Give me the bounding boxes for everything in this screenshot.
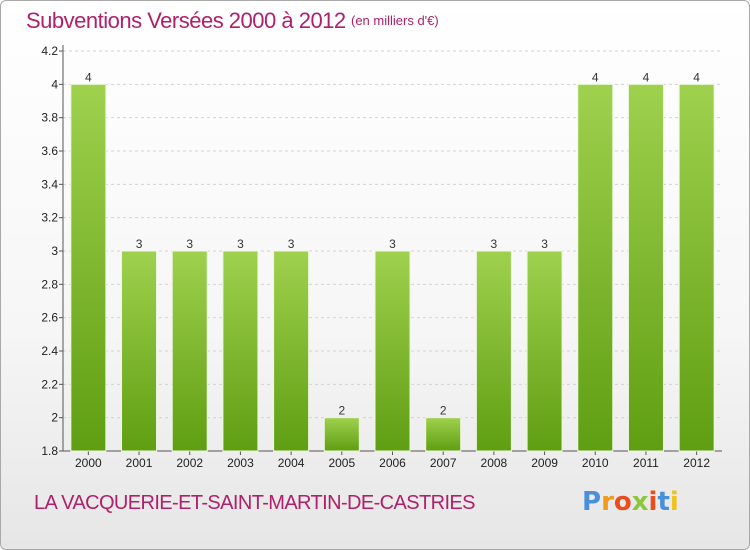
x-tick-label-2003: 2003 (227, 456, 254, 470)
bar-2011 (627, 83, 664, 452)
y-tick-label: 2.2 (41, 377, 58, 391)
data-label-2010: 4 (592, 70, 599, 84)
data-label-2006: 3 (389, 237, 396, 251)
y-tick-label: 2.6 (41, 311, 58, 325)
logo-letter: o (613, 487, 632, 517)
logo-letter: x (631, 487, 649, 517)
y-tick-label: 1.8 (41, 444, 58, 458)
bar-2000 (70, 83, 107, 452)
data-label-2011: 4 (643, 70, 650, 84)
commune-name: LA VACQUERIE-ET-SAINT-MARTIN-DE-CASTRIES (34, 492, 475, 514)
data-label-2002: 3 (186, 237, 193, 251)
logo-letter: P (582, 487, 602, 517)
data-label-2007: 2 (440, 404, 447, 418)
y-tick-label: 4.2 (41, 44, 58, 58)
bar-2002 (171, 250, 208, 452)
logo-letter: i (669, 487, 679, 517)
x-tick-label-2002: 2002 (176, 456, 203, 470)
bar-2008 (475, 250, 512, 452)
bar-2003 (222, 250, 259, 452)
data-label-2000: 4 (85, 70, 92, 84)
x-tick-label-2009: 2009 (531, 456, 558, 470)
x-tick-label-2010: 2010 (582, 456, 609, 470)
y-tick-label: 3 (51, 244, 58, 258)
bar-2005 (323, 417, 360, 452)
x-tick-label-2005: 2005 (328, 456, 355, 470)
y-tick-label: 3.8 (41, 111, 58, 125)
proxiti-logo: Proxiti (582, 487, 679, 517)
data-label-2001: 3 (136, 237, 143, 251)
data-label-2008: 3 (491, 237, 498, 251)
logo-letter: i (648, 487, 658, 517)
x-tick-label-2008: 2008 (481, 456, 508, 470)
data-label-2005: 2 (338, 404, 345, 418)
y-tick-label: 2.8 (41, 277, 58, 291)
data-label-2009: 3 (541, 237, 548, 251)
logo-letter: t (657, 487, 670, 517)
bars (70, 83, 715, 452)
x-tick-label-2006: 2006 (379, 456, 406, 470)
data-label-2003: 3 (237, 237, 244, 251)
data-label-2012: 4 (693, 70, 700, 84)
y-tick-label: 3.2 (41, 211, 58, 225)
bar-2004 (273, 250, 310, 452)
bar-2009 (526, 250, 563, 452)
x-tick-label-2011: 2011 (633, 456, 659, 470)
y-tick-label: 2 (51, 411, 58, 425)
y-tick-label: 4 (51, 77, 58, 91)
data-label-2004: 3 (288, 237, 295, 251)
chart-title: Subventions Versées 2000 à 2012 (26, 8, 346, 33)
chart-unit: (en milliers d'€) (351, 13, 439, 28)
bar-2001 (121, 250, 158, 452)
bar-2010 (577, 83, 614, 452)
x-tick-label-2004: 2004 (278, 456, 305, 470)
y-tick-label: 3.4 (41, 177, 58, 191)
bar-2006 (374, 250, 411, 452)
y-tick-label: 3.6 (41, 144, 58, 158)
y-tick-label: 2.4 (41, 344, 58, 358)
bar-2012 (678, 83, 715, 452)
x-tick-label-2001: 2001 (126, 456, 153, 470)
x-tick-label-2000: 2000 (75, 456, 102, 470)
labels: 1.8 2 2.2 2.4 2.6 2.8 3 3.2 3.4 3.6 3.8 4 4.2 4 2000 3 2… (41, 44, 710, 470)
logo-letter: r (601, 487, 614, 517)
x-tick-label-2012: 2012 (683, 456, 710, 470)
bar-2007 (425, 417, 462, 452)
x-tick-label-2007: 2007 (430, 456, 457, 470)
